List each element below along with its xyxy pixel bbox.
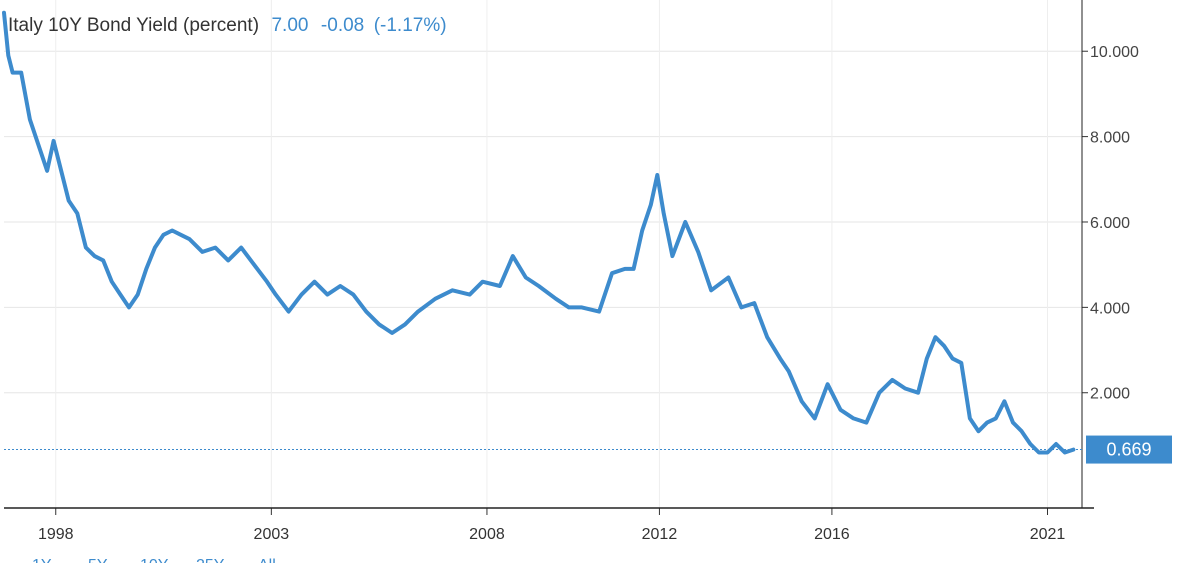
y-tick-label: 6.000 <box>1090 215 1130 232</box>
x-tick-label: 2008 <box>469 526 505 543</box>
last-value-badge <box>1086 435 1172 464</box>
price-change: -0.08 <box>321 15 364 36</box>
last-value-label: 0.669 <box>1106 440 1151 460</box>
x-tick-label: 1998 <box>38 526 74 543</box>
chart-grid <box>4 0 1082 508</box>
y-axis: 2.000 4.000 6.000 8.000 10.000 <box>1081 0 1139 508</box>
x-tick-label: 2003 <box>254 526 290 543</box>
chart-title: Italy 10Y Bond Yield (percent) <box>8 15 259 36</box>
y-tick-label: 8.000 <box>1090 130 1130 147</box>
y-tick-label: 10.000 <box>1090 44 1139 61</box>
range-button-5y[interactable]: 5Y <box>88 557 108 563</box>
x-axis: 1998 2003 2008 2012 2016 2021 <box>4 507 1094 543</box>
x-tick-label: 2021 <box>1030 526 1066 543</box>
x-tick-label: 2012 <box>642 526 678 543</box>
last-price: 7.00 <box>271 15 308 36</box>
series-line <box>2 10 1076 455</box>
price-change-percent: (-1.17%) <box>374 15 447 36</box>
chart-series <box>2 10 1076 455</box>
chart-header: Italy 10Y Bond Yield (percent) 7.00 -0.0… <box>8 15 447 36</box>
range-button-10y[interactable]: 10Y <box>140 557 169 563</box>
y-tick-label: 4.000 <box>1090 300 1130 317</box>
range-button-all[interactable]: All <box>258 557 276 563</box>
range-button-1y[interactable]: 1Y <box>32 557 52 563</box>
svg-text:Italy 10Y Bond Yield (percent): Italy 10Y Bond Yield (percent) 7.00 -0.0… <box>8 15 447 36</box>
x-tick-label: 2016 <box>814 526 850 543</box>
range-button-25y[interactable]: 25Y <box>196 557 225 563</box>
y-tick-label: 2.000 <box>1090 386 1130 403</box>
range-selector: 1Y 5Y 10Y 25Y All <box>32 557 276 563</box>
